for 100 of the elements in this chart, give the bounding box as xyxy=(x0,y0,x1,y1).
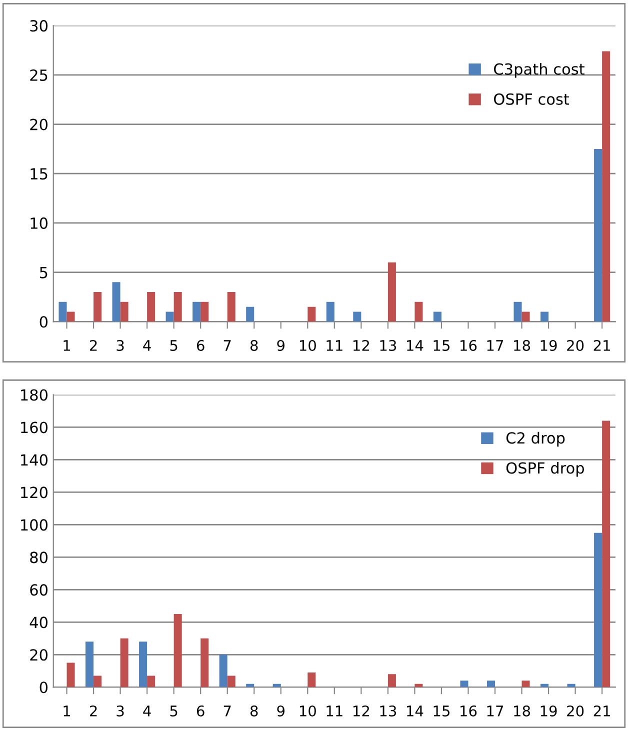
x-tick-label: 5 xyxy=(170,706,178,716)
x-tick-label: 17 xyxy=(487,340,504,351)
bar xyxy=(414,684,423,688)
x-tick-label: 17 xyxy=(487,706,504,716)
bar xyxy=(246,684,254,688)
y-tick-label: 15 xyxy=(30,168,48,180)
bar xyxy=(486,680,495,688)
bar xyxy=(522,680,530,688)
x-tick-label: 1 xyxy=(64,340,70,351)
x-tick-label: 3 xyxy=(116,705,124,716)
bar xyxy=(540,684,549,688)
bar xyxy=(388,262,396,322)
x-tick-label: 2 xyxy=(90,340,97,351)
x-tick-label: 6 xyxy=(196,705,204,716)
x-tick-label: 13 xyxy=(380,340,396,351)
bar xyxy=(192,302,201,322)
x-tick-label: 9 xyxy=(277,340,284,351)
x-tick-label: 21 xyxy=(594,705,610,716)
x-tick-label: 12 xyxy=(354,340,369,351)
x-tick-label: 21 xyxy=(594,340,610,351)
x-tick-label: 4 xyxy=(143,706,151,716)
bar xyxy=(94,292,102,322)
bar xyxy=(433,312,442,322)
bar xyxy=(272,684,281,688)
bar xyxy=(219,654,228,688)
y-tick-label: 0 xyxy=(40,682,48,694)
y-tick-label: 0 xyxy=(40,316,48,328)
bar xyxy=(147,292,156,322)
bar xyxy=(227,292,236,322)
bar xyxy=(246,306,254,322)
x-tick-label: 2 xyxy=(90,705,97,716)
bar xyxy=(200,638,209,688)
x-tick-label: 20 xyxy=(567,705,584,716)
y-tick-label: 10 xyxy=(30,217,48,229)
bar xyxy=(514,302,522,322)
x-tick-label: 10 xyxy=(300,705,316,716)
legend-label: C3path cost xyxy=(494,63,584,78)
bar xyxy=(522,312,530,322)
bar xyxy=(120,302,128,322)
y-tick-label: 60 xyxy=(30,584,48,596)
bar xyxy=(540,312,549,322)
bar xyxy=(86,642,94,688)
x-tick-label: 7 xyxy=(224,706,231,716)
y-tick-label: 140 xyxy=(21,454,48,466)
y-tick-label: 5 xyxy=(40,266,48,278)
x-tick-label: 13 xyxy=(380,705,396,716)
y-tick-label: 20 xyxy=(30,649,48,661)
x-tick-label: 15 xyxy=(434,340,450,351)
x-tick-label: 7 xyxy=(224,340,231,351)
x-tick-label: 10 xyxy=(300,340,316,351)
bar xyxy=(174,292,182,322)
bar xyxy=(414,302,423,322)
bar xyxy=(112,282,120,322)
x-tick-label: 8 xyxy=(250,705,258,716)
x-tick-label: 5 xyxy=(170,340,178,351)
bar xyxy=(94,676,102,688)
bar xyxy=(567,684,576,688)
y-tick-label: 120 xyxy=(21,486,48,498)
bar xyxy=(602,420,610,688)
x-tick-label: 11 xyxy=(326,340,342,351)
legend-label: OSPF cost xyxy=(494,93,570,105)
y-tick-label: 180 xyxy=(21,389,48,401)
x-tick-label: 12 xyxy=(354,705,369,716)
bar xyxy=(58,302,67,322)
bar xyxy=(120,638,128,688)
bar xyxy=(308,672,316,688)
legend-label: OSPF drop xyxy=(506,462,584,477)
y-tick-label: 80 xyxy=(30,552,48,564)
bar xyxy=(227,676,236,688)
x-tick-label: 16 xyxy=(460,340,477,351)
bar xyxy=(602,51,610,322)
y-tick-label: 160 xyxy=(21,422,48,434)
x-tick-label: 15 xyxy=(434,706,450,716)
x-tick-label: 19 xyxy=(540,705,557,716)
y-tick-label: 20 xyxy=(30,118,48,130)
bar xyxy=(388,674,396,688)
bar xyxy=(460,680,468,688)
y-tick-label: 30 xyxy=(30,20,48,32)
bar xyxy=(66,312,75,322)
x-tick-label: 14 xyxy=(407,340,424,351)
bar xyxy=(594,532,602,688)
x-tick-label: 20 xyxy=(567,340,584,351)
x-tick-label: 3 xyxy=(116,340,124,351)
x-tick-label: 14 xyxy=(407,706,424,716)
bar xyxy=(66,662,75,688)
y-tick-label: 100 xyxy=(21,519,48,531)
bar xyxy=(147,676,156,688)
bar xyxy=(308,306,316,322)
bar xyxy=(353,312,362,322)
bar xyxy=(594,148,602,322)
bar xyxy=(174,614,182,688)
x-tick-label: 18 xyxy=(514,340,530,351)
x-tick-label: 6 xyxy=(196,340,204,351)
x-tick-label: 11 xyxy=(326,706,342,716)
x-tick-label: 1 xyxy=(64,706,70,716)
x-tick-label: 9 xyxy=(277,705,284,716)
x-tick-label: 8 xyxy=(250,340,258,351)
x-tick-label: 4 xyxy=(143,340,151,351)
x-tick-label: 19 xyxy=(540,340,557,351)
bar xyxy=(326,302,334,322)
